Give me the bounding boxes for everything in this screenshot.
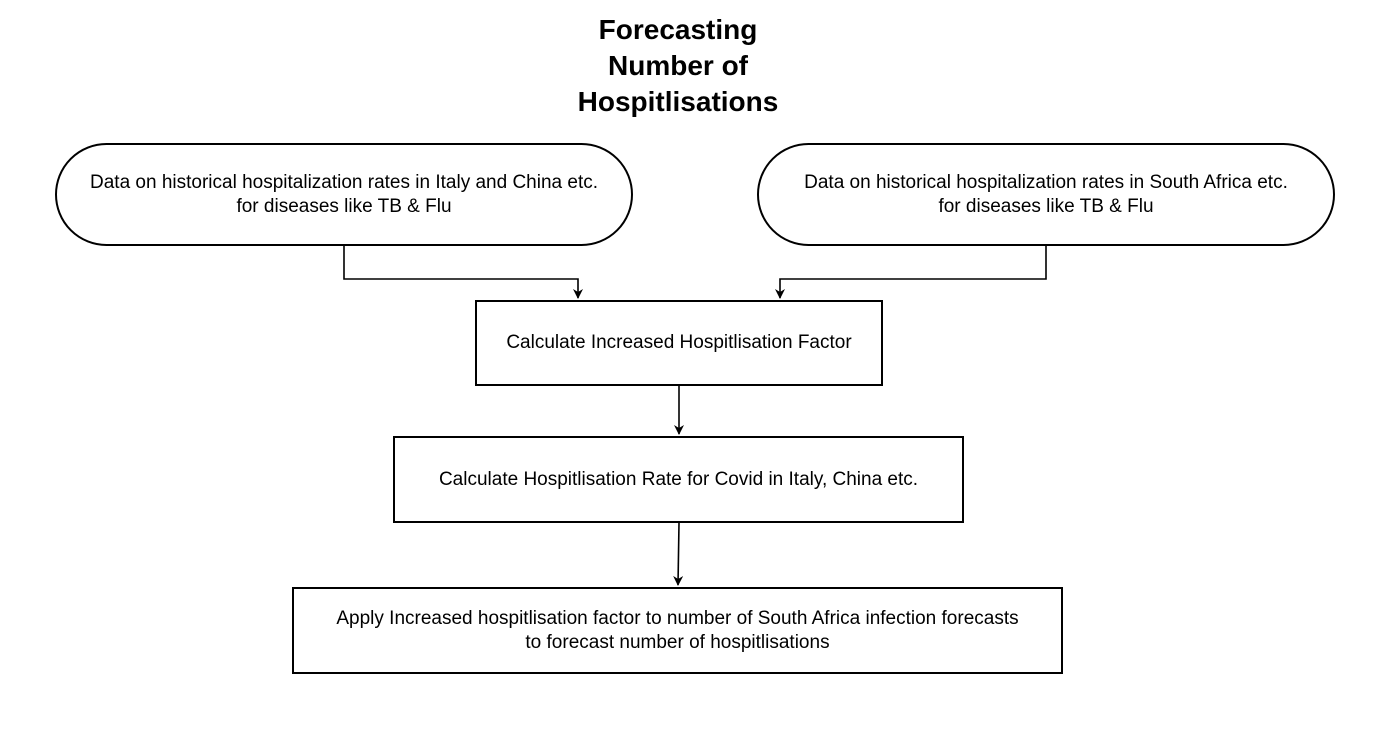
node-text-line-1: Data on historical hospitalization rates… xyxy=(804,171,1288,193)
process-node-calculate-factor: Calculate Increased Hospitlisation Facto… xyxy=(475,300,883,386)
node-text-line-1: Data on historical hospitalization rates… xyxy=(90,171,598,193)
title-line-3: Hospitlisations xyxy=(577,86,779,117)
source-node-italy-china: Data on historical hospitalization rates… xyxy=(55,143,633,246)
title-line-2: Number of xyxy=(608,50,748,81)
connector-italy-to-factor xyxy=(343,246,583,299)
node-text-line-2: to forecast number of hospitlisations xyxy=(525,631,830,653)
title-line-1: Forecasting xyxy=(598,14,758,45)
node-text-line-1: Calculate Hospitlisation Rate for Covid … xyxy=(438,468,919,490)
connector-south-africa-to-factor xyxy=(775,246,1047,299)
process-node-apply-factor: Apply Increased hospitlisation factor to… xyxy=(292,587,1063,674)
connector-rate-to-apply xyxy=(673,522,684,586)
diagram-title: Forecasting Number of Hospitlisations xyxy=(528,12,828,120)
process-node-calculate-rate: Calculate Hospitlisation Rate for Covid … xyxy=(393,436,964,523)
node-text-line-2: for diseases like TB & Flu xyxy=(938,195,1154,217)
node-text-line-1: Calculate Increased Hospitlisation Facto… xyxy=(506,332,852,353)
node-text-line-2: for diseases like TB & Flu xyxy=(236,195,452,217)
node-text-line-1: Apply Increased hospitlisation factor to… xyxy=(336,607,1019,629)
source-node-south-africa: Data on historical hospitalization rates… xyxy=(757,143,1335,246)
